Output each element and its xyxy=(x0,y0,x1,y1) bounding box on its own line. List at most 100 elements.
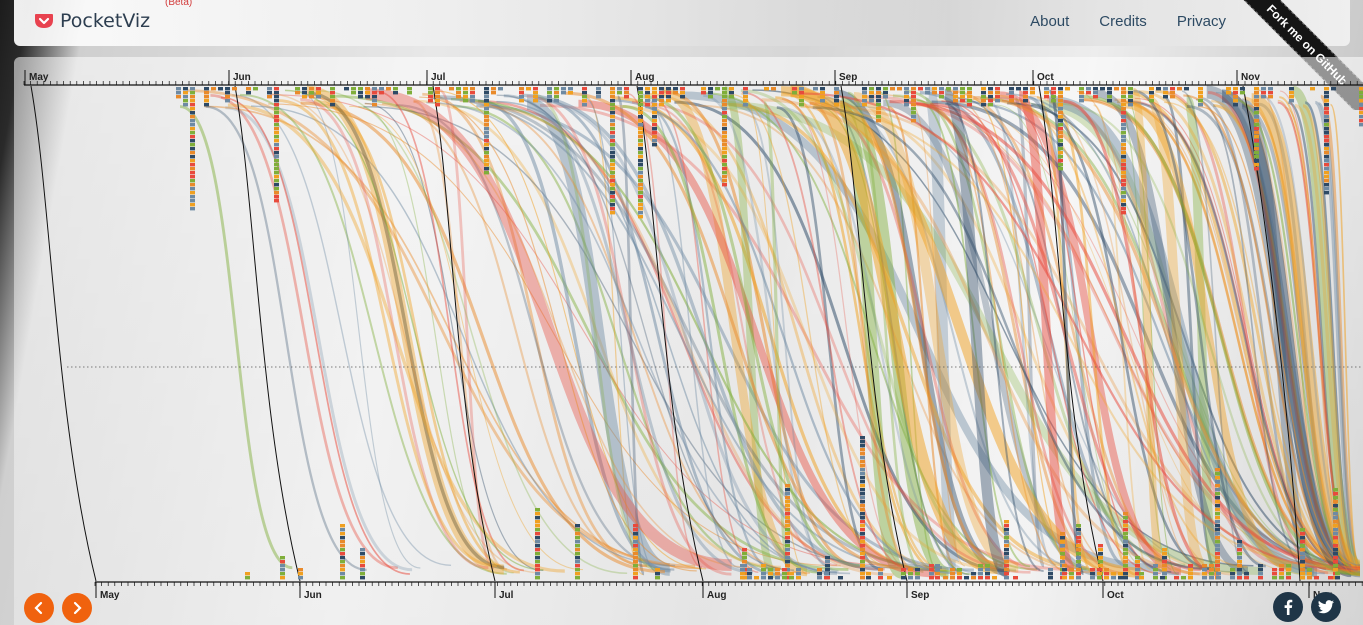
article-block xyxy=(1254,155,1259,159)
article-block xyxy=(813,87,818,91)
article-block xyxy=(978,576,983,580)
article-curve xyxy=(789,84,999,575)
article-block xyxy=(1086,87,1091,91)
article-block xyxy=(1209,572,1214,576)
article-block xyxy=(190,115,195,119)
article-block xyxy=(740,572,745,576)
article-curve xyxy=(995,94,1248,568)
bottom-month-label: Sep xyxy=(911,590,929,601)
article-block xyxy=(1331,87,1336,91)
nav-about[interactable]: About xyxy=(1030,13,1070,30)
article-block xyxy=(785,504,790,508)
article-block xyxy=(575,544,580,548)
article-block xyxy=(785,516,790,520)
article-block xyxy=(820,91,825,95)
article-block xyxy=(638,143,643,147)
article-curve xyxy=(364,102,544,572)
article-block xyxy=(915,572,920,576)
article-curve xyxy=(663,90,864,569)
article-block xyxy=(274,187,279,191)
article-curve xyxy=(639,92,741,569)
bottom-month-label: Oct xyxy=(1107,590,1124,601)
article-block xyxy=(957,568,962,572)
article-block xyxy=(1090,572,1095,576)
article-block xyxy=(1079,95,1084,99)
article-block xyxy=(386,87,391,91)
article-block xyxy=(950,572,955,576)
article-block xyxy=(1076,548,1081,552)
nav-credits[interactable]: Credits xyxy=(1099,13,1147,30)
article-block xyxy=(673,91,678,95)
article-block xyxy=(825,564,830,568)
article-block xyxy=(673,87,678,91)
nav-privacy[interactable]: Privacy xyxy=(1176,13,1226,30)
article-block xyxy=(302,95,307,99)
article-block xyxy=(1335,576,1340,580)
prev-button[interactable] xyxy=(24,593,54,623)
article-block xyxy=(960,91,965,95)
app-name: PocketViz xyxy=(60,10,151,32)
article-block xyxy=(1004,544,1009,548)
article-block xyxy=(799,99,804,103)
article-block xyxy=(1286,576,1291,580)
article-block xyxy=(911,103,916,107)
facebook-share-button[interactable] xyxy=(1273,592,1303,622)
article-block xyxy=(1128,91,1133,95)
article-block xyxy=(1261,87,1266,91)
article-block xyxy=(860,440,865,444)
article-block xyxy=(624,95,629,99)
article-block xyxy=(1060,556,1065,560)
article-block xyxy=(358,95,363,99)
article-block xyxy=(372,99,377,103)
article-block xyxy=(351,91,356,95)
article-block xyxy=(1121,179,1126,183)
article-block xyxy=(860,472,865,476)
article-block xyxy=(610,159,615,163)
article-block xyxy=(1254,135,1259,139)
article-block xyxy=(1107,91,1112,95)
article-block xyxy=(575,548,580,552)
article-curve xyxy=(650,105,838,567)
article-block xyxy=(638,135,643,139)
article-block xyxy=(911,115,916,119)
article-curve xyxy=(910,102,1361,566)
article-curve xyxy=(809,102,1041,572)
article-block xyxy=(1215,472,1220,476)
article-block xyxy=(1121,131,1126,135)
article-curve xyxy=(782,98,913,571)
article-block xyxy=(876,115,881,119)
article-block xyxy=(360,548,365,552)
article-block xyxy=(316,87,321,91)
next-button[interactable] xyxy=(62,593,92,623)
article-block xyxy=(1009,95,1014,99)
article-block xyxy=(1121,163,1126,167)
article-block xyxy=(533,87,538,91)
article-curve xyxy=(869,93,1361,573)
article-block xyxy=(1121,175,1126,179)
article-block xyxy=(183,103,188,107)
article-block xyxy=(1023,87,1028,91)
logo[interactable]: PocketViz xyxy=(34,10,150,32)
article-block xyxy=(1359,99,1363,103)
article-block xyxy=(1188,564,1193,568)
article-block xyxy=(722,99,727,103)
article-block xyxy=(946,87,951,91)
article-block xyxy=(1128,95,1133,99)
article-block xyxy=(645,95,650,99)
article-block xyxy=(330,87,335,91)
article-block xyxy=(1058,143,1063,147)
article-block xyxy=(330,103,335,107)
article-block xyxy=(638,191,643,195)
article-block xyxy=(274,155,279,159)
article-block xyxy=(1121,99,1126,103)
twitter-share-button[interactable] xyxy=(1311,592,1341,622)
article-block xyxy=(358,91,363,95)
article-curve xyxy=(1183,94,1361,576)
article-block xyxy=(484,155,489,159)
article-block xyxy=(633,540,638,544)
article-block xyxy=(1058,87,1063,91)
article-block xyxy=(638,203,643,207)
article-block xyxy=(904,95,909,99)
article-block xyxy=(659,91,664,95)
